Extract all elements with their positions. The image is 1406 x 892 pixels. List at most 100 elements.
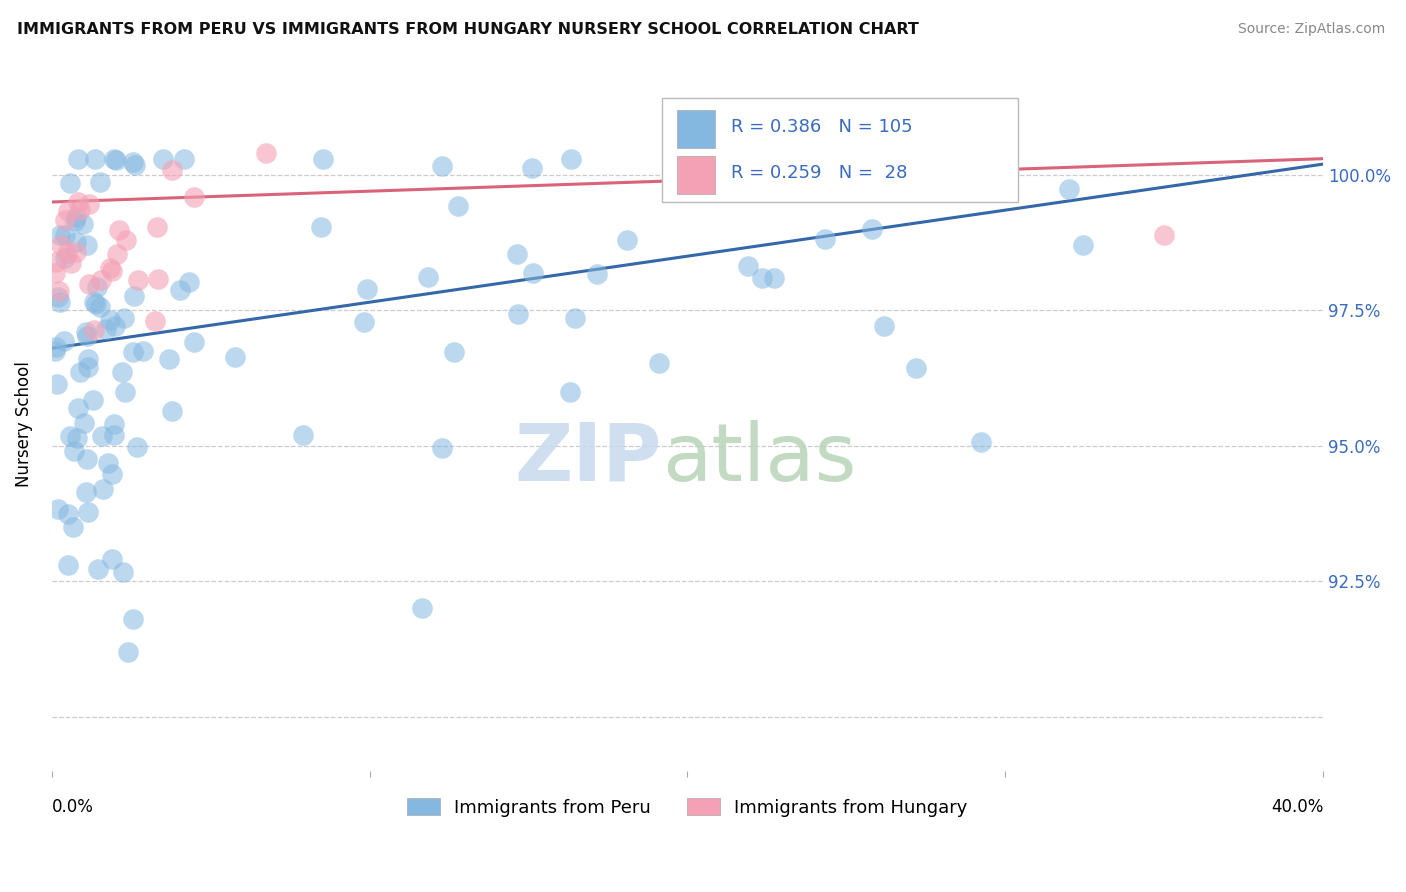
Point: [751, 270, 773, 285]
Point: [65, 235, 87, 249]
Point: [737, 260, 759, 274]
Point: [66, 195, 89, 210]
Point: [63, 213, 86, 227]
Point: [72, 217, 94, 231]
Point: [114, 232, 136, 246]
Point: [65, 431, 87, 445]
Point: [65, 244, 87, 259]
Point: [45, 340, 67, 354]
Point: [157, 351, 180, 366]
Point: [58, 507, 80, 521]
Point: [560, 152, 582, 166]
Point: [152, 152, 174, 166]
Point: [447, 199, 470, 213]
Point: [1153, 227, 1175, 242]
Point: [143, 314, 166, 328]
FancyBboxPatch shape: [662, 98, 1018, 202]
Point: [508, 307, 530, 321]
Point: [117, 644, 139, 658]
Bar: [678, 110, 716, 148]
Point: [77, 196, 100, 211]
Point: [160, 162, 183, 177]
Point: [309, 220, 332, 235]
Point: [75, 485, 97, 500]
Point: [76, 452, 98, 467]
Point: [762, 270, 785, 285]
Point: [58, 177, 80, 191]
Point: [48, 227, 70, 242]
Point: [45, 255, 67, 269]
Point: [558, 385, 581, 400]
Point: [1071, 238, 1094, 252]
Point: [69, 365, 91, 379]
Point: [564, 310, 586, 325]
Point: [103, 152, 125, 166]
Point: [114, 385, 136, 400]
Point: [65, 211, 87, 225]
Point: [58, 203, 80, 218]
Point: [430, 441, 453, 455]
Point: [59, 428, 82, 442]
Point: [353, 315, 375, 329]
Point: [648, 356, 671, 370]
Point: [125, 440, 148, 454]
Point: [114, 310, 136, 325]
Bar: [678, 156, 716, 194]
Point: [107, 223, 129, 237]
Point: [94, 322, 117, 336]
Point: [46, 290, 69, 304]
Point: [67, 401, 90, 416]
Point: [49, 295, 72, 310]
Point: [46, 501, 69, 516]
Point: [122, 289, 145, 303]
Point: [77, 359, 100, 374]
Point: [53, 228, 76, 243]
Point: [112, 566, 135, 580]
Point: [506, 246, 529, 260]
Point: [77, 351, 100, 366]
Point: [89, 175, 111, 189]
Point: [105, 247, 128, 261]
Point: [87, 561, 110, 575]
Point: [173, 152, 195, 166]
Point: [183, 335, 205, 350]
Point: [586, 267, 609, 281]
Point: [122, 344, 145, 359]
Point: [100, 313, 122, 327]
Point: [46, 376, 69, 391]
Point: [443, 344, 465, 359]
Point: [86, 280, 108, 294]
Point: [101, 551, 124, 566]
Point: [83, 323, 105, 337]
Point: [122, 154, 145, 169]
Point: [90, 273, 112, 287]
Point: [69, 202, 91, 217]
Text: IMMIGRANTS FROM PERU VS IMMIGRANTS FROM HUNGARY NURSERY SCHOOL CORRELATION CHART: IMMIGRANTS FROM PERU VS IMMIGRANTS FROM …: [17, 22, 918, 37]
Point: [522, 266, 544, 280]
Point: [84, 297, 107, 311]
Point: [63, 443, 86, 458]
Point: [56, 558, 79, 572]
Text: Source: ZipAtlas.com: Source: ZipAtlas.com: [1237, 22, 1385, 37]
Point: [53, 212, 76, 227]
Point: [121, 612, 143, 626]
Text: atlas: atlas: [662, 420, 856, 498]
Point: [76, 237, 98, 252]
Point: [100, 467, 122, 481]
Point: [83, 294, 105, 309]
Point: [103, 428, 125, 442]
Point: [224, 350, 246, 364]
Point: [124, 158, 146, 172]
Point: [48, 284, 70, 298]
Point: [146, 220, 169, 235]
Legend: Immigrants from Peru, Immigrants from Hungary: Immigrants from Peru, Immigrants from Hu…: [401, 791, 974, 824]
Point: [616, 233, 638, 247]
Point: [356, 282, 378, 296]
Point: [522, 161, 544, 176]
Point: [98, 260, 121, 275]
Point: [127, 273, 149, 287]
Point: [100, 264, 122, 278]
Point: [1057, 182, 1080, 196]
Point: [291, 427, 314, 442]
Point: [44, 266, 66, 280]
